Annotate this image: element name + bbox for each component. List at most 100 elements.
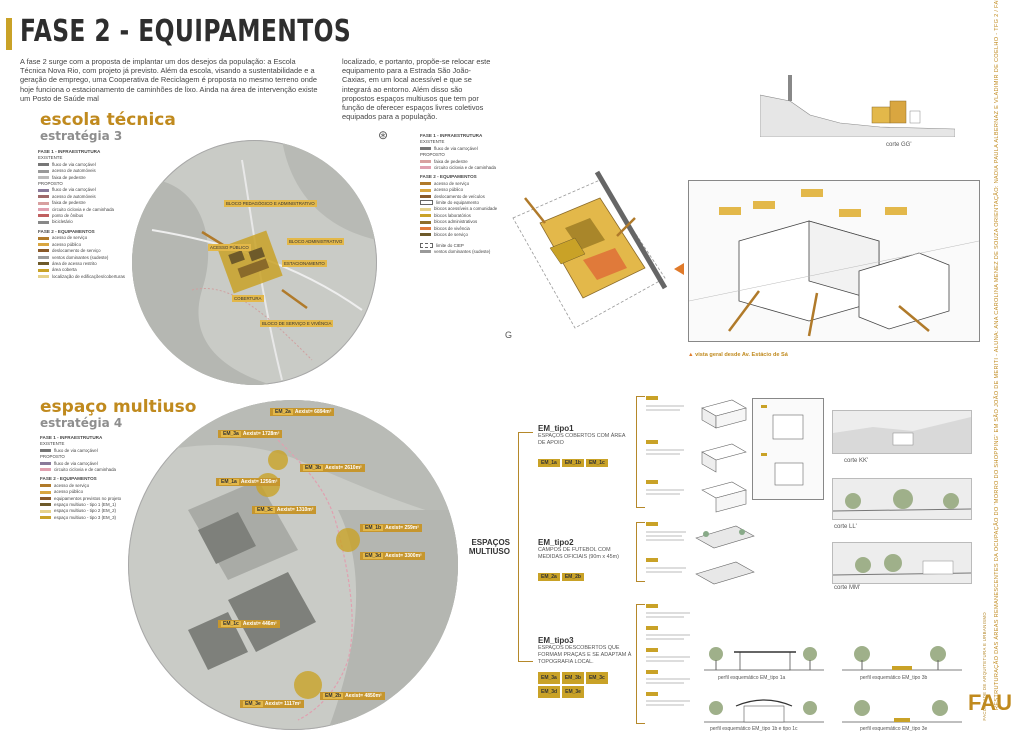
legend-item: acesso público xyxy=(38,242,138,248)
map-label: BLOCO DE SERVIÇO E VIVÊNCIA xyxy=(260,320,334,327)
map-label: COBERTURA xyxy=(232,295,264,302)
profile-caption: perfil esquemático EM_tipo 3e xyxy=(860,726,928,732)
em-chip: EM_3a xyxy=(538,672,560,684)
legend-heading: FASE 1 - INFRAESTRUTURA xyxy=(38,149,101,154)
tipo1-diagrams xyxy=(646,396,747,513)
legend-item: blocos administrativos xyxy=(420,219,515,225)
section-ll-label: corte LL' xyxy=(834,524,857,530)
legend-item: blocos laboratórios xyxy=(420,213,515,219)
em-chip: EM_1b xyxy=(561,459,584,467)
legend-item: fluxo de via carroçável xyxy=(38,162,138,168)
legend-item: limite do equipamento xyxy=(420,200,515,206)
legend-item: faixa de pedestre xyxy=(38,175,138,181)
perspective-drawing xyxy=(688,189,980,337)
legend-heading: FASE 2 - EQUIPAMENTOS xyxy=(40,476,97,482)
area-label: EM_1b Aexist= 259m² xyxy=(360,524,422,532)
tipo1-bracket xyxy=(636,396,645,508)
tree-bracket xyxy=(518,432,533,662)
legend-item: faixa de pedestre xyxy=(420,159,515,165)
legend-subheading: EXISTENTE xyxy=(40,441,65,447)
escola-perspective xyxy=(688,180,980,342)
escola-site-map: BLOCO PEDAGÓGICO E ADMINISTRATIVO ACESSO… xyxy=(132,140,377,385)
intro-text-left: A fase 2 surge com a proposta de implant… xyxy=(20,57,318,103)
em-type-desc: ESPAÇOS COBERTOS COM ÁREA DE APOIO xyxy=(538,433,626,446)
em-chip: EM_3c xyxy=(585,672,608,684)
legend-item: espaço multiuso - tipo 2 (EM_2) xyxy=(40,508,136,514)
section-mm-svg xyxy=(832,554,972,576)
north-arrow-icon: ⊛ xyxy=(378,128,389,142)
area-label: EM_3d Aexist= 3300m² xyxy=(360,552,425,560)
title-accent-bar xyxy=(6,18,12,50)
profile-3b-drawing xyxy=(842,646,962,671)
legend-heading: FASE 1 - INFRAESTRUTURA xyxy=(40,435,103,440)
legend-item: acesso de serviço xyxy=(420,181,515,187)
legend-item: espaço multiuso - tipo 1 (EM_1) xyxy=(40,502,136,508)
fau-logo: FAU xyxy=(968,690,1012,715)
tipo1-plan-drawing xyxy=(761,405,804,486)
em-chips: EM_1a EM_1b EM_1c xyxy=(538,451,633,469)
legend-item: ventos dominantes (sudeste) xyxy=(38,255,138,261)
legend-item: fluxo de via carroçável xyxy=(420,146,515,152)
area-label: EM_2b Aexist= 4850m² xyxy=(320,692,385,700)
legend-item: blocos de serviço xyxy=(420,232,515,238)
view-arrow-icon xyxy=(674,263,684,275)
legend-item: área coberta xyxy=(38,267,138,273)
escola-axon-legend: FASE 1 - INFRAESTRUTURA EXISTENTE fluxo … xyxy=(420,130,515,255)
map-label: ESTACIONAMENTO xyxy=(282,260,327,267)
multiuso-map-drawing xyxy=(128,400,458,730)
legend-subheading: EXISTENTE xyxy=(420,139,445,145)
escola-subtitle: estratégia 3 xyxy=(40,129,123,143)
escola-legend: FASE 1 - INFRAESTRUTURA EXISTENTE fluxo … xyxy=(38,146,138,280)
area-label: EM_1c Aexist= 446m² xyxy=(218,620,280,628)
legend-item: faixa de pedestre xyxy=(38,200,138,206)
profile-1a-drawing xyxy=(704,647,824,671)
legend-item: localização de edificações/coberturas xyxy=(38,274,138,280)
em-type-desc: CAMPOS DE FUTEBOL COM MEDIDAS OFICIAIS (… xyxy=(538,547,619,560)
profile-caption: perfil esquemático EM_tipo 1b e tipo 1c xyxy=(710,726,798,732)
em-chips: EM_2a EM_2b xyxy=(538,565,633,583)
legend-item: circuito ciclovia e de caminhada xyxy=(420,165,515,171)
legend-subheading: PROPOSTO xyxy=(38,181,63,187)
em-tipo3: EM_tipo3 ESPAÇOS DESCOBERTOS QUE FORMAM … xyxy=(538,636,633,698)
perspective-caption: ▲ vista geral desde Av. Estácio de Sá xyxy=(688,352,788,358)
tipo3-notes xyxy=(646,604,690,706)
legend-subheading: PROPOSTO xyxy=(420,152,445,158)
area-label: EM_2a Aexist= 6894m² xyxy=(270,408,335,416)
legend-item: ventos dominantes (sudeste) xyxy=(420,249,515,255)
section-ll-svg xyxy=(832,489,972,512)
em-chip: EM_2b xyxy=(561,573,584,581)
legend-item: acesso de automóveis xyxy=(38,194,138,200)
area-label: EM_3b Aexist= 2610m² xyxy=(300,464,365,472)
multiuso-site-map: EM_2a Aexist= 6894m² EM_3a Aexist= 1728m² … xyxy=(128,400,458,730)
section-gg-drawing xyxy=(760,75,955,137)
legend-heading: FASE 1 - INFRAESTRUTURA xyxy=(420,133,483,138)
escola-title: escola técnica xyxy=(40,110,176,130)
tipo2-bracket xyxy=(636,522,645,582)
intro-text-right: localizado, e portanto, propõe-se reloca… xyxy=(342,57,491,122)
tipo1-plan-box xyxy=(752,398,824,500)
legend-item: acesso de serviço xyxy=(40,483,136,489)
legend-item: acesso de serviço xyxy=(38,235,138,241)
section-kk-svg xyxy=(833,417,971,453)
map-label: BLOCO ADMINISTRATIVO xyxy=(287,238,345,245)
area-label: EM_3c Aexist= 1310m² xyxy=(252,506,317,514)
legend-item: deslocamento de serviço xyxy=(38,248,138,254)
svg-text:G: G xyxy=(505,330,512,340)
section-mm-drawing xyxy=(832,542,972,584)
area-label: EM_3e Aexist= 1117m² xyxy=(240,700,304,708)
multiuso-subtitle: estratégia 4 xyxy=(40,416,123,430)
profile-3e-drawing xyxy=(842,700,962,723)
em-type-desc: ESPAÇOS DESCOBERTOS QUE FORMAM PRAÇAS E … xyxy=(538,645,632,665)
legend-item: blocos de vivência xyxy=(420,226,515,232)
em-chip: EM_2a xyxy=(538,573,560,581)
legend-subheading: PROPOSTO xyxy=(40,454,65,460)
legend-item: deslocamento de veículos xyxy=(420,194,515,200)
tree-root: ESPAÇOS MULTIUSO xyxy=(468,538,510,556)
legend-heading: FASE 2 - EQUIPAMENTOS xyxy=(38,228,95,234)
map-label: ACESSO PÚBLICO xyxy=(208,244,251,251)
em-type-title: EM_tipo2 xyxy=(538,538,574,547)
em-tipo2: EM_tipo2 CAMPOS DE FUTEBOL COM MEDIDAS O… xyxy=(538,538,633,583)
area-label: EM_1a Aexist= 1256m² xyxy=(216,478,281,486)
tipo3-bracket xyxy=(636,604,645,724)
legend-item: fluxo de via carroçável xyxy=(40,461,136,467)
